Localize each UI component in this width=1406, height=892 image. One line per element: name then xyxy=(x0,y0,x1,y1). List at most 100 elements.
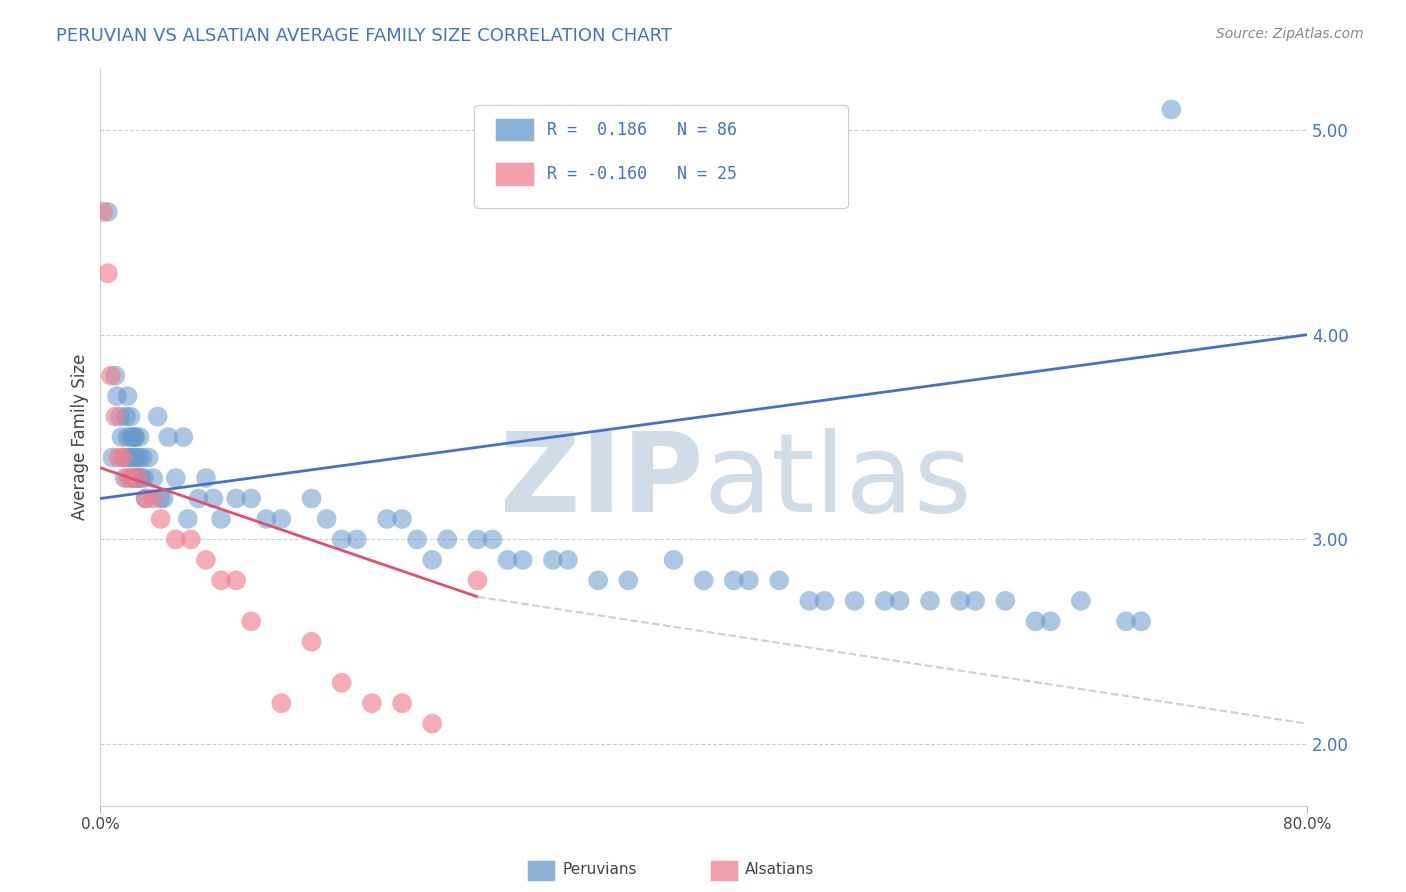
Point xyxy=(330,533,353,547)
Point xyxy=(467,574,489,588)
Point xyxy=(97,204,120,219)
Point xyxy=(965,594,987,608)
Y-axis label: Average Family Size: Average Family Size xyxy=(72,354,89,520)
Point xyxy=(108,409,131,424)
Point xyxy=(918,594,941,608)
Point xyxy=(467,533,489,547)
Point xyxy=(127,471,149,485)
FancyBboxPatch shape xyxy=(495,162,533,186)
Point xyxy=(194,471,217,485)
Point xyxy=(994,594,1017,608)
Point xyxy=(209,574,232,588)
Point xyxy=(93,204,115,219)
Point xyxy=(165,533,187,547)
Point xyxy=(738,574,761,588)
Point xyxy=(541,553,564,567)
Text: Alsatians: Alsatians xyxy=(745,863,814,877)
Point xyxy=(138,450,160,465)
Point xyxy=(142,471,165,485)
Point xyxy=(1130,615,1153,629)
Point xyxy=(121,450,143,465)
Point xyxy=(693,574,716,588)
Point xyxy=(225,491,247,506)
Point xyxy=(127,471,149,485)
Text: atlas: atlas xyxy=(704,428,972,535)
Point xyxy=(1025,615,1047,629)
Point xyxy=(180,533,202,547)
Point xyxy=(149,491,172,506)
Point xyxy=(111,450,134,465)
Point xyxy=(209,512,232,526)
Point xyxy=(873,594,896,608)
Point xyxy=(97,266,120,280)
Point xyxy=(117,430,139,444)
Point xyxy=(240,491,263,506)
Point xyxy=(194,553,217,567)
Point xyxy=(127,471,149,485)
Point xyxy=(406,533,429,547)
Point xyxy=(114,471,136,485)
Point xyxy=(949,594,972,608)
Point xyxy=(240,615,263,629)
Point xyxy=(301,635,323,649)
Point xyxy=(115,409,138,424)
Point xyxy=(391,512,413,526)
Point xyxy=(125,450,148,465)
Point xyxy=(149,512,172,526)
Point xyxy=(122,471,145,485)
Point xyxy=(104,409,127,424)
Point xyxy=(117,471,139,485)
Point xyxy=(125,471,148,485)
Point xyxy=(315,512,337,526)
Point xyxy=(104,368,127,383)
Point xyxy=(124,430,146,444)
Point xyxy=(146,409,169,424)
Point xyxy=(254,512,277,526)
Point xyxy=(142,491,165,506)
Point xyxy=(346,533,368,547)
Point xyxy=(301,491,323,506)
Point xyxy=(662,553,685,567)
Point xyxy=(1070,594,1092,608)
Point xyxy=(177,512,200,526)
Point xyxy=(157,430,180,444)
Text: Peruvians: Peruvians xyxy=(562,863,637,877)
Point xyxy=(481,533,503,547)
Point xyxy=(1115,615,1137,629)
Point xyxy=(270,512,292,526)
Point xyxy=(202,491,225,506)
Point xyxy=(813,594,835,608)
Point xyxy=(122,430,145,444)
Text: ZIP: ZIP xyxy=(501,428,704,535)
Text: R =  0.186   N = 86: R = 0.186 N = 86 xyxy=(547,120,737,138)
Point xyxy=(172,430,194,444)
Point xyxy=(617,574,640,588)
Point xyxy=(107,450,129,465)
Point xyxy=(799,594,821,608)
Point xyxy=(1160,103,1182,117)
Point xyxy=(135,491,157,506)
Point xyxy=(844,594,866,608)
Point xyxy=(391,696,413,710)
Point xyxy=(586,574,609,588)
Point xyxy=(131,450,153,465)
Point xyxy=(118,450,141,465)
Point xyxy=(152,491,174,506)
Point xyxy=(128,430,150,444)
Point xyxy=(120,409,142,424)
Point xyxy=(1039,615,1062,629)
Text: R = -0.160   N = 25: R = -0.160 N = 25 xyxy=(547,165,737,183)
Point xyxy=(225,574,247,588)
Point xyxy=(101,450,124,465)
Point xyxy=(135,491,157,506)
Point xyxy=(360,696,382,710)
Point xyxy=(110,430,132,444)
Text: PERUVIAN VS ALSATIAN AVERAGE FAMILY SIZE CORRELATION CHART: PERUVIAN VS ALSATIAN AVERAGE FAMILY SIZE… xyxy=(56,27,672,45)
Point xyxy=(420,716,443,731)
Point xyxy=(124,450,146,465)
Point xyxy=(889,594,911,608)
Point xyxy=(132,471,155,485)
FancyBboxPatch shape xyxy=(495,118,533,142)
Point xyxy=(187,491,209,506)
Point xyxy=(100,368,122,383)
